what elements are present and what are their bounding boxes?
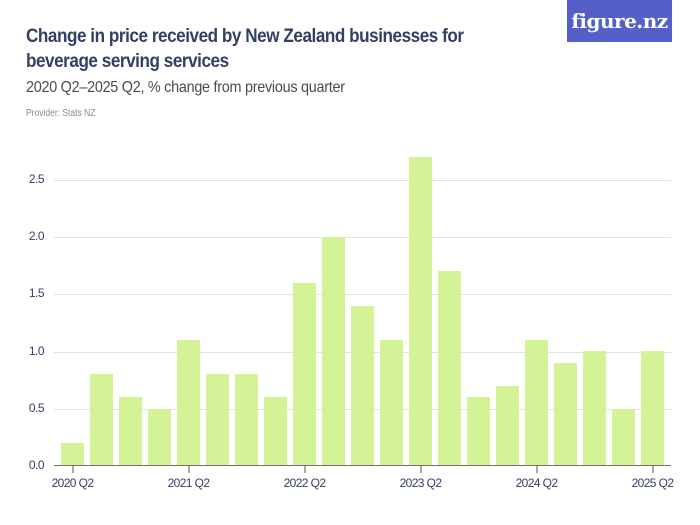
bar[interactable]: [61, 443, 84, 466]
y-tick-label: 2.5: [28, 172, 45, 186]
bar[interactable]: [177, 340, 200, 466]
x-tick-label: 2023 Q2: [399, 476, 442, 490]
bar[interactable]: [264, 397, 287, 466]
x-tick-label: 2020 Q2: [51, 476, 94, 490]
x-tick: [303, 466, 306, 473]
y-tick-label: 2.0: [28, 229, 45, 243]
bar[interactable]: [235, 374, 258, 466]
gridline: [54, 237, 671, 238]
x-tick: [651, 466, 654, 473]
x-tick: [187, 466, 190, 473]
bar[interactable]: [641, 351, 664, 466]
x-tick: [535, 466, 538, 473]
y-tick-label: 0.5: [28, 401, 45, 415]
bar[interactable]: [206, 374, 229, 466]
bar[interactable]: [467, 397, 490, 466]
bar[interactable]: [148, 409, 171, 466]
chart-subtitle: 2020 Q2–2025 Q2, % change from previous …: [26, 79, 345, 96]
bar[interactable]: [583, 351, 606, 466]
bar[interactable]: [554, 363, 577, 466]
bar[interactable]: [525, 340, 548, 466]
x-tick: [71, 466, 74, 473]
bar[interactable]: [612, 409, 635, 466]
bar[interactable]: [438, 271, 461, 466]
x-tick-label: 2022 Q2: [283, 476, 326, 490]
y-tick-label: 1.0: [28, 344, 45, 358]
gridline: [54, 294, 671, 295]
y-tick-label: 0.0: [28, 458, 45, 472]
bar[interactable]: [293, 283, 316, 466]
bar[interactable]: [119, 397, 142, 466]
x-tick: [419, 466, 422, 473]
x-tick-label: 2025 Q2: [631, 476, 674, 490]
chart-title: Change in price received by New Zealand …: [26, 26, 464, 72]
figure-nz-logo[interactable]: figure.nz: [567, 0, 672, 42]
y-tick-label: 1.5: [28, 286, 45, 300]
x-axis-line: [54, 465, 671, 466]
bar[interactable]: [90, 374, 113, 466]
bar[interactable]: [409, 157, 432, 466]
gridline: [54, 180, 671, 181]
x-tick-label: 2024 Q2: [515, 476, 558, 490]
provider-label: Provider: Stats NZ: [26, 108, 96, 119]
bar[interactable]: [351, 306, 374, 466]
bar[interactable]: [496, 386, 519, 466]
x-tick-label: 2021 Q2: [167, 476, 210, 490]
bar[interactable]: [380, 340, 403, 466]
bar[interactable]: [322, 237, 345, 466]
